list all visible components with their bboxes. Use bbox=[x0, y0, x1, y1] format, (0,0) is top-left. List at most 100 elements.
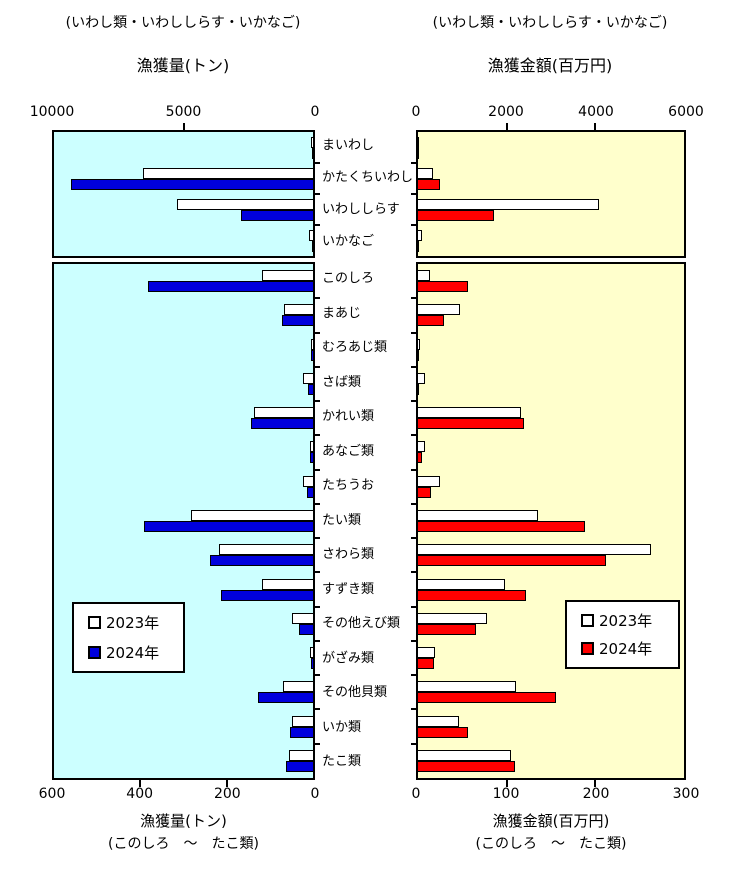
bar-2023年-このしろ bbox=[417, 270, 431, 282]
category-label-がざみ類: がざみ類 bbox=[322, 650, 375, 666]
row-boundary-tick bbox=[315, 331, 320, 334]
row-boundary-tick bbox=[315, 639, 320, 642]
row-boundary-tick bbox=[315, 400, 320, 403]
category-label-あなご類: あなご類 bbox=[322, 443, 375, 459]
bar-2023年-まあじ bbox=[283, 304, 314, 316]
axis-tick-label: 0 bbox=[411, 104, 421, 120]
bar-2024年-たこ類 bbox=[285, 760, 314, 772]
bar-2024年-かたくちいわし bbox=[417, 178, 440, 190]
category-label-このしろ: このしろ bbox=[322, 271, 375, 286]
row-boundary-tick bbox=[411, 331, 416, 334]
bar-2024年-たちうお bbox=[307, 486, 314, 498]
axis-tick bbox=[505, 123, 508, 130]
bar-2023年-すずき類 bbox=[417, 578, 505, 590]
row-boundary-tick bbox=[411, 674, 416, 677]
category-label-まあじ: まあじ bbox=[322, 305, 362, 321]
bar-2023年-その他貝類 bbox=[417, 681, 517, 693]
bar-2024年-いわししらす bbox=[241, 209, 314, 221]
bar-2023年-たこ類 bbox=[417, 749, 511, 761]
category-label-まいわし: まいわし bbox=[322, 138, 375, 153]
right-chart-footer-subtitle: (このしろ ～ たこ類) bbox=[475, 836, 627, 852]
bar-2023年-むろあじ類 bbox=[310, 338, 314, 350]
legend-swatch-2024 bbox=[88, 645, 101, 659]
bar-2023年-さわら類 bbox=[417, 544, 652, 556]
bar-2023年-さば類 bbox=[303, 372, 314, 384]
panel-bottom-right bbox=[411, 262, 686, 787]
bar-2023年-すずき類 bbox=[262, 578, 314, 590]
bar-2023年-その他えび類 bbox=[417, 612, 488, 624]
bar-2023年-いか類 bbox=[417, 715, 459, 727]
bar-2024年-すずき類 bbox=[221, 589, 314, 601]
bar-2023年-たい類 bbox=[190, 510, 314, 521]
category-label-すずき類: すずき類 bbox=[322, 581, 375, 597]
row-boundary-tick bbox=[315, 224, 320, 226]
bar-2023年-まいわし bbox=[310, 136, 314, 148]
panel-bottom-left bbox=[52, 262, 320, 787]
category-label-たこ類: たこ類 bbox=[322, 754, 362, 770]
row-boundary-tick bbox=[411, 365, 416, 368]
row-boundary-tick bbox=[315, 674, 320, 677]
row-boundary-tick bbox=[411, 434, 416, 437]
bar-2024年-たこ類 bbox=[417, 760, 516, 772]
right-chart-footer-title: 漁獲金額(百万円) bbox=[492, 812, 610, 830]
category-label-いわししらす: いわししらす bbox=[322, 202, 400, 217]
row-boundary-tick bbox=[315, 162, 320, 164]
bar-2023年-いか類 bbox=[291, 715, 314, 727]
right-chart-subtitle: (いわし類・いわししらす・いかなご) bbox=[432, 15, 668, 31]
row-boundary-tick bbox=[315, 502, 320, 505]
axis-tick-label: 100 bbox=[492, 786, 520, 802]
bar-2024年-まいわし bbox=[312, 147, 314, 159]
bar-2023年-いかなご bbox=[309, 229, 314, 241]
bar-2024年-まあじ bbox=[281, 315, 314, 327]
bar-2024年-かれい類 bbox=[417, 418, 525, 430]
category-labels-bottom: このしろ まあじ むろあじ類 さば類 かれい類 あなご類 たちうお たい類 さわら類 すずき類 その… bbox=[322, 262, 414, 780]
bar-2023年-さば類 bbox=[417, 372, 425, 384]
row-boundary-tick bbox=[315, 708, 320, 711]
legend-swatch-2024 bbox=[581, 642, 594, 656]
axis-bottom-right: 0 100 200 300 bbox=[412, 786, 700, 802]
category-label-その他貝類: その他貝類 bbox=[322, 685, 388, 701]
axis-tick-label: 10000 bbox=[29, 104, 75, 120]
row-boundary-tick bbox=[315, 468, 320, 471]
bar-2023年-かたくちいわし bbox=[143, 167, 314, 179]
bar-2023年-いかなご bbox=[417, 229, 422, 241]
bar-2024年-すずき類 bbox=[417, 589, 527, 601]
category-label-むろあじ類: むろあじ類 bbox=[322, 340, 388, 356]
row-boundary-tick bbox=[315, 605, 320, 608]
bar-2023年-いわししらす bbox=[176, 198, 314, 210]
row-boundary-tick bbox=[411, 742, 416, 745]
bar-2024年-いわししらす bbox=[417, 209, 495, 221]
bar-2024年-がざみ類 bbox=[417, 658, 434, 670]
row-boundary-tick bbox=[411, 162, 416, 164]
bar-2024年-その他貝類 bbox=[417, 692, 557, 704]
bar-2023年-まいわし bbox=[417, 136, 419, 148]
bar-2024年-さば類 bbox=[417, 383, 419, 395]
bar-2023年-その他えび類 bbox=[292, 612, 314, 624]
legend-item-2023: 2023年 bbox=[581, 610, 678, 631]
bar-2023年-かれい類 bbox=[253, 407, 314, 419]
legend-item-2024: 2024年 bbox=[88, 642, 183, 663]
axis-tick bbox=[225, 780, 228, 787]
axis-bottom-left: 600 400 200 0 bbox=[39, 786, 320, 802]
row-boundary-tick bbox=[411, 297, 416, 300]
legend-item-2023: 2023年 bbox=[88, 612, 183, 633]
axis-tick-label: 4000 bbox=[578, 104, 614, 120]
bar-2024年-いか類 bbox=[417, 726, 468, 738]
bar-2024年-さば類 bbox=[307, 383, 314, 395]
bar-2023年-いわししらす bbox=[417, 198, 599, 210]
row-boundary-tick bbox=[411, 708, 416, 711]
legend-left: 2023年 2024年 bbox=[72, 602, 185, 673]
row-boundary-tick bbox=[315, 365, 320, 368]
category-label-たい類: たい類 bbox=[322, 512, 362, 528]
left-chart-footer-subtitle: (このしろ ～ たこ類) bbox=[108, 836, 259, 852]
bar-2023年-まあじ bbox=[417, 304, 460, 316]
bar-2023年-このしろ bbox=[262, 270, 314, 282]
panel-top-right bbox=[411, 123, 686, 258]
axis-tick bbox=[182, 123, 185, 130]
row-boundary-tick bbox=[411, 502, 416, 505]
legend-swatch-2023 bbox=[88, 616, 101, 630]
bar-2024年-あなご類 bbox=[309, 452, 314, 464]
bar-2024年-このしろ bbox=[417, 281, 469, 293]
legend-label-2023: 2023年 bbox=[599, 611, 653, 630]
